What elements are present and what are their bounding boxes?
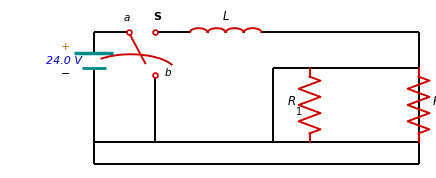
Text: R: R [433, 95, 436, 108]
Text: −: − [60, 69, 70, 79]
Text: 24.0 V: 24.0 V [46, 56, 82, 66]
Text: 1: 1 [296, 107, 302, 117]
Text: b: b [164, 68, 171, 78]
Text: R: R [287, 95, 296, 108]
Text: L: L [222, 9, 229, 22]
Text: a: a [123, 13, 129, 23]
Text: +: + [60, 42, 70, 52]
Text: S: S [153, 12, 161, 22]
